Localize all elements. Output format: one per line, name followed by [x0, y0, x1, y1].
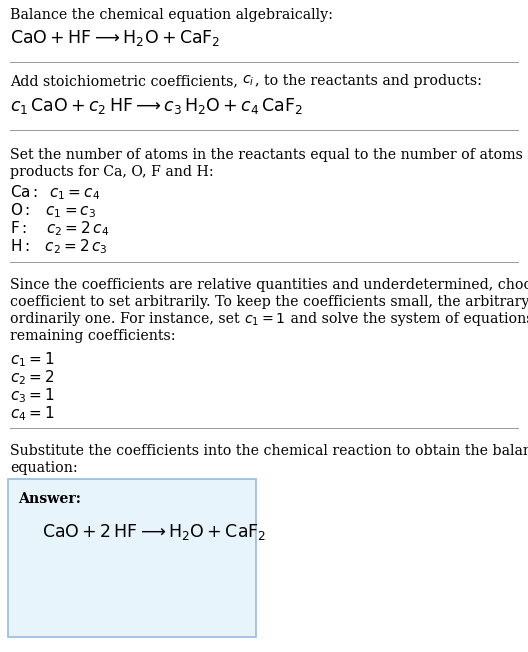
- Text: ordinarily one. For instance, set: ordinarily one. For instance, set: [10, 312, 244, 326]
- Text: Answer:: Answer:: [18, 492, 81, 506]
- Text: $\mathrm{Ca:}\;\; c_1 = c_4$: $\mathrm{Ca:}\;\; c_1 = c_4$: [10, 183, 100, 201]
- Text: , to the reactants and products:: , to the reactants and products:: [255, 74, 482, 88]
- Text: $\mathrm{O:}\;\;\; c_1 = c_3$: $\mathrm{O:}\;\;\; c_1 = c_3$: [10, 201, 96, 220]
- Text: Add stoichiometric coefficients,: Add stoichiometric coefficients,: [10, 74, 242, 88]
- Text: $c_3 = 1$: $c_3 = 1$: [10, 386, 54, 405]
- Text: $c_2 = 2$: $c_2 = 2$: [10, 368, 54, 387]
- Text: $\mathrm{CaO + HF \longrightarrow H_2O + CaF_2}$: $\mathrm{CaO + HF \longrightarrow H_2O +…: [10, 28, 221, 48]
- Text: $\mathrm{H:}\;\;\; c_2 = 2\,c_3$: $\mathrm{H:}\;\;\; c_2 = 2\,c_3$: [10, 237, 108, 256]
- Text: coefficient to set arbitrarily. To keep the coefficients small, the arbitrary va: coefficient to set arbitrarily. To keep …: [10, 295, 528, 309]
- Text: Balance the chemical equation algebraically:: Balance the chemical equation algebraica…: [10, 8, 333, 22]
- Text: $c_1 = 1$: $c_1 = 1$: [244, 312, 286, 329]
- Text: products for Ca, O, F and H:: products for Ca, O, F and H:: [10, 165, 214, 179]
- Text: $c_1 = 1$: $c_1 = 1$: [10, 350, 54, 368]
- Text: $\mathrm{CaO + 2\, HF \longrightarrow H_2O + CaF_2}$: $\mathrm{CaO + 2\, HF \longrightarrow H_…: [42, 522, 266, 542]
- Text: Substitute the coefficients into the chemical reaction to obtain the balanced: Substitute the coefficients into the che…: [10, 444, 528, 458]
- Text: $\mathrm{F:}\;\;\;\; c_2 = 2\,c_4$: $\mathrm{F:}\;\;\;\; c_2 = 2\,c_4$: [10, 219, 109, 238]
- Text: Since the coefficients are relative quantities and underdetermined, choose a: Since the coefficients are relative quan…: [10, 278, 528, 292]
- Text: $c_4 = 1$: $c_4 = 1$: [10, 404, 54, 422]
- Text: $c_1\, \mathrm{CaO} + c_2\, \mathrm{HF} \longrightarrow c_3\, \mathrm{H_2O} + c_: $c_1\, \mathrm{CaO} + c_2\, \mathrm{HF} …: [10, 96, 303, 116]
- Text: Set the number of atoms in the reactants equal to the number of atoms in the: Set the number of atoms in the reactants…: [10, 148, 528, 162]
- Text: $c_i$: $c_i$: [242, 74, 255, 89]
- Text: remaining coefficients:: remaining coefficients:: [10, 329, 176, 343]
- Text: equation:: equation:: [10, 461, 78, 475]
- Bar: [8, 479, 256, 637]
- Text: and solve the system of equations for the: and solve the system of equations for th…: [286, 312, 528, 326]
